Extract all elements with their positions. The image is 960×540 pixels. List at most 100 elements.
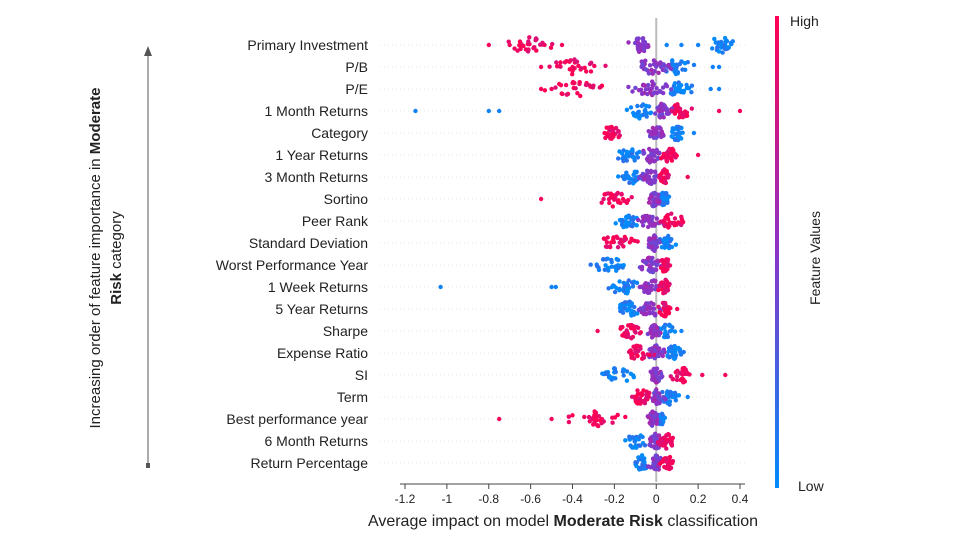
swarm-point xyxy=(624,149,629,154)
swarm-point xyxy=(653,445,659,451)
swarm-point xyxy=(642,177,647,182)
swarm-point xyxy=(655,401,660,406)
swarm-point xyxy=(627,299,632,304)
swarm-point xyxy=(582,414,587,420)
swarm-point xyxy=(648,331,653,336)
swarm-point xyxy=(673,242,679,247)
swarm-point xyxy=(610,415,615,420)
swarm-point xyxy=(724,45,729,50)
swarm-point xyxy=(689,106,694,111)
swarm-point xyxy=(664,279,670,284)
swarm-point xyxy=(654,330,659,336)
swarm-point xyxy=(650,409,655,415)
swarm-point xyxy=(606,265,611,271)
swarm-point xyxy=(635,353,640,359)
swarm-point xyxy=(634,114,639,119)
swarm-point xyxy=(542,42,547,48)
swarm-point xyxy=(652,436,657,442)
swarm-point xyxy=(625,291,630,296)
swarm-point xyxy=(716,49,722,54)
row-guides xyxy=(380,44,745,464)
swarm-point xyxy=(635,311,640,316)
swarm-point xyxy=(684,85,690,91)
swarm-point xyxy=(679,214,684,219)
swarm-point xyxy=(606,197,612,202)
swarm-point xyxy=(637,284,642,290)
swarm-point xyxy=(654,283,659,289)
swarm-point xyxy=(649,349,655,354)
swarm-point xyxy=(664,191,669,196)
swarm-point xyxy=(662,415,668,420)
swarm-point xyxy=(646,82,651,88)
swarm-point xyxy=(670,58,675,63)
swarm-point xyxy=(678,83,684,88)
swarm-point xyxy=(648,110,654,115)
swarm-point xyxy=(656,394,661,399)
swarm-point xyxy=(720,50,725,55)
importance-arrow-tail xyxy=(146,463,150,468)
outlier-point xyxy=(497,416,502,422)
swarm-point xyxy=(631,172,636,177)
swarm-point xyxy=(622,331,627,336)
swarm-point xyxy=(642,40,648,45)
swarm-point xyxy=(643,67,649,72)
swarm-point xyxy=(662,309,668,314)
swarm-point xyxy=(681,349,686,355)
swarm-point xyxy=(652,391,657,396)
swarm-point xyxy=(634,437,640,442)
swarm-point xyxy=(542,88,548,93)
swarm-point xyxy=(650,421,655,427)
feature-label: 1 Week Returns xyxy=(268,279,368,295)
swarm-point xyxy=(671,148,676,153)
swarm-point xyxy=(634,464,639,469)
swarm-point xyxy=(616,129,621,134)
swarm-point xyxy=(654,326,660,331)
outlier-point xyxy=(679,42,684,48)
swarm-point xyxy=(629,151,635,156)
feature-label: Return Percentage xyxy=(250,455,368,471)
yaxis-label-line2: Risk category xyxy=(108,211,125,305)
swarm-point xyxy=(643,107,648,113)
swarm-point xyxy=(660,132,666,137)
swarm-point xyxy=(620,369,626,374)
swarm-point xyxy=(616,134,621,140)
swarm-point xyxy=(661,62,666,67)
swarm-point xyxy=(654,467,659,472)
swarm-point xyxy=(665,149,671,154)
swarm-point xyxy=(652,414,657,420)
swarm-point xyxy=(669,237,674,242)
swarm-point xyxy=(654,421,659,426)
x-tick-label: 0.2 xyxy=(690,492,707,506)
swarm-point xyxy=(626,40,631,45)
swarm-point xyxy=(669,211,674,216)
swarm-point xyxy=(643,58,648,63)
swarm-point xyxy=(517,43,522,48)
swarm-point xyxy=(663,459,669,464)
outlier-point xyxy=(679,328,684,334)
swarm-point xyxy=(658,89,663,95)
swarm-point xyxy=(575,91,580,96)
yaxis-label-line1: Increasing order of feature importance i… xyxy=(87,87,104,428)
swarm-point xyxy=(682,61,688,66)
outlier-point xyxy=(497,108,502,114)
swarm-point xyxy=(641,388,646,393)
swarm-point xyxy=(656,287,661,293)
swarm-point xyxy=(666,233,671,239)
swarm-point xyxy=(684,82,689,88)
swarm-point xyxy=(599,200,604,205)
swarm-point xyxy=(677,370,682,376)
swarm-point xyxy=(653,131,658,136)
swarm-point xyxy=(661,269,666,274)
swarm-point xyxy=(644,156,650,162)
swarm-point xyxy=(655,258,660,263)
swarm-point xyxy=(631,155,637,160)
swarm-point xyxy=(662,303,667,309)
swarm-point xyxy=(635,388,640,393)
swarm-point xyxy=(619,192,624,197)
outlier-point xyxy=(700,372,705,378)
swarm-point xyxy=(621,244,626,249)
swarm-point xyxy=(635,103,640,109)
swarm-point xyxy=(609,285,615,290)
swarm-point xyxy=(603,63,608,68)
